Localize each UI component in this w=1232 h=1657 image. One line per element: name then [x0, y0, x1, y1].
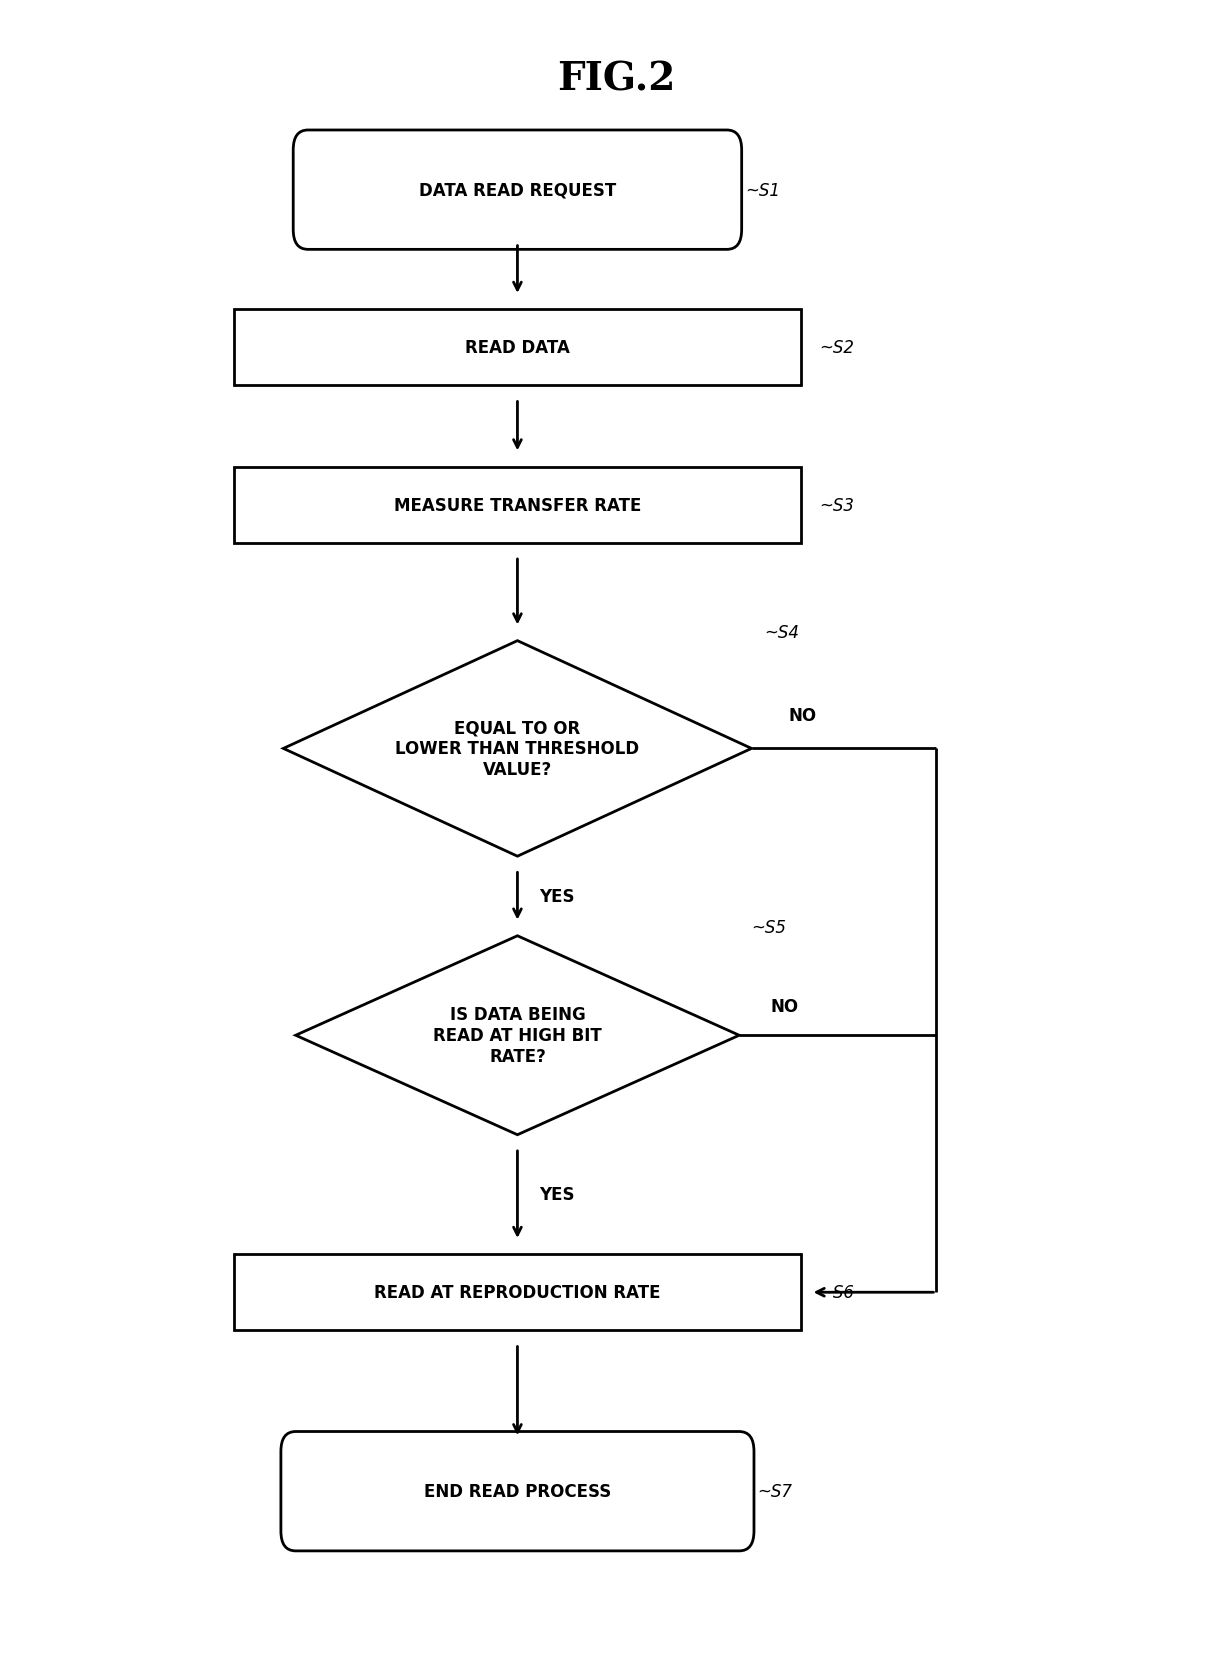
Text: YES: YES: [540, 1186, 575, 1203]
Text: MEASURE TRANSFER RATE: MEASURE TRANSFER RATE: [394, 497, 641, 514]
Text: ~S6: ~S6: [819, 1284, 854, 1301]
Text: ~S7: ~S7: [758, 1483, 792, 1500]
Text: END READ PROCESS: END READ PROCESS: [424, 1483, 611, 1500]
Text: FIG.2: FIG.2: [557, 61, 675, 98]
Text: ~S5: ~S5: [752, 920, 786, 936]
Polygon shape: [296, 936, 739, 1135]
Bar: [234, 467, 801, 543]
Text: ~S3: ~S3: [819, 497, 854, 514]
Text: NO: NO: [788, 706, 817, 724]
FancyBboxPatch shape: [281, 1432, 754, 1551]
Text: DATA READ REQUEST: DATA READ REQUEST: [419, 182, 616, 199]
Bar: [234, 310, 801, 386]
Bar: [234, 1254, 801, 1331]
Text: EQUAL TO OR
LOWER THAN THRESHOLD
VALUE?: EQUAL TO OR LOWER THAN THRESHOLD VALUE?: [395, 719, 639, 779]
Text: READ AT REPRODUCTION RATE: READ AT REPRODUCTION RATE: [375, 1284, 660, 1301]
Text: READ DATA: READ DATA: [464, 340, 570, 356]
Text: YES: YES: [540, 888, 575, 905]
Text: NO: NO: [770, 998, 798, 1016]
Polygon shape: [283, 641, 752, 857]
Text: ~S4: ~S4: [764, 625, 798, 641]
Text: ~S1: ~S1: [745, 182, 780, 199]
Text: IS DATA BEING
READ AT HIGH BIT
RATE?: IS DATA BEING READ AT HIGH BIT RATE?: [434, 1006, 601, 1065]
Text: ~S2: ~S2: [819, 340, 854, 356]
FancyBboxPatch shape: [293, 131, 742, 250]
